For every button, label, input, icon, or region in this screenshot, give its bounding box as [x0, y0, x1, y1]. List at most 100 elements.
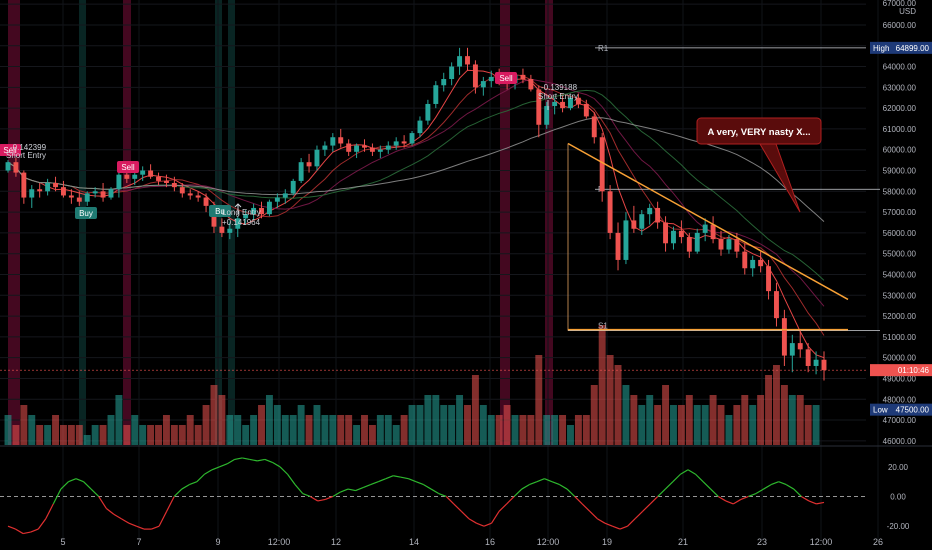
signal-band — [79, 0, 86, 445]
candle-body — [354, 145, 360, 152]
oscillator-segment — [559, 484, 568, 490]
candle-body — [425, 103, 431, 121]
oscillator-segment — [347, 488, 356, 492]
oscillator-segment — [710, 488, 719, 497]
volume-bar — [353, 425, 361, 445]
price-tick-label: 49000.00 — [883, 374, 917, 383]
last-price-badge — [870, 364, 932, 377]
oscillator-segment — [483, 522, 492, 527]
oscillator-segment — [498, 503, 508, 512]
oscillator-segment — [219, 463, 228, 468]
axis-top-tick-label: 67000.00 — [883, 0, 917, 8]
price-tick-label: 61000.00 — [883, 125, 917, 134]
volume-bar — [28, 415, 36, 445]
candle-body — [813, 359, 819, 366]
buy-tag-box[interactable] — [209, 205, 231, 217]
time-tick-label: 16 — [485, 537, 495, 547]
candle-body — [409, 133, 415, 144]
oscillator-segment — [151, 525, 160, 530]
oscillator-segment — [279, 466, 288, 475]
candle-body — [615, 232, 621, 260]
candle-body — [29, 189, 35, 198]
oscillator-segment — [249, 458, 258, 462]
trendline-descending[interactable] — [567, 142, 849, 301]
candle-body — [560, 101, 566, 109]
volume-bar — [392, 425, 400, 445]
oscillator-segment — [234, 457, 243, 461]
oscillator-segment — [808, 500, 817, 505]
candle-body — [758, 259, 764, 267]
volume-bar — [796, 395, 804, 445]
buy-tag-text: Buy — [79, 209, 93, 218]
candle-body — [568, 97, 573, 109]
oscillator-segment — [604, 522, 613, 527]
time-tick-label: 26 — [873, 537, 883, 547]
candle-body — [671, 230, 676, 244]
buy-tag-box[interactable] — [75, 207, 97, 219]
price-tick-label: 63000.00 — [883, 83, 917, 92]
oscillator-segment — [272, 461, 281, 468]
candle-body — [187, 193, 193, 196]
volume-bar — [773, 365, 780, 445]
candle-body — [655, 207, 661, 223]
candle-body — [734, 239, 740, 252]
oscillator-segment — [460, 510, 470, 520]
volume-bar — [329, 415, 337, 445]
oscillator-segment — [83, 481, 92, 490]
volume-bar — [162, 415, 170, 445]
candle-body — [480, 81, 486, 88]
candles — [5, 47, 827, 381]
candle-body — [92, 191, 98, 194]
oscillator-segment — [242, 457, 250, 461]
price-tick-label: 62000.00 — [883, 104, 917, 113]
moving-average-line — [7, 78, 825, 307]
oscillator-tick-label: 20.00 — [888, 463, 909, 472]
moving-average-lines — [7, 69, 825, 359]
oscillator-segment — [438, 492, 447, 498]
sell-tag-box[interactable] — [0, 144, 21, 156]
candle-body — [393, 141, 399, 146]
long-entry-text: Long Entry — [222, 208, 261, 217]
time-tick-label: 12:00 — [537, 537, 560, 547]
candle-body — [369, 147, 375, 152]
oscillator-segment — [181, 484, 190, 490]
volume-bar — [107, 415, 115, 445]
volume-bar — [582, 415, 590, 445]
candle-body — [219, 226, 225, 233]
price-tick-label: 50000.00 — [883, 354, 917, 363]
oscillator-segment — [816, 501, 825, 505]
volume-bar — [218, 395, 226, 445]
price-tick-label: 66000.00 — [883, 21, 917, 30]
price-tick-label: 51000.00 — [883, 333, 917, 342]
candle-body — [21, 172, 27, 198]
sell-tag-box[interactable] — [117, 161, 139, 173]
candle-body — [385, 145, 391, 150]
oscillator-segment — [642, 503, 651, 512]
sell-tag-box[interactable] — [495, 72, 517, 84]
volume-bar — [178, 425, 186, 445]
oscillator-segment — [30, 528, 39, 533]
callout-box[interactable] — [696, 117, 822, 145]
candle-body — [536, 89, 542, 125]
volume-bar — [701, 405, 709, 445]
oscillator-segment — [98, 496, 107, 509]
volume-bar — [543, 415, 551, 445]
high-badge-value: 64899.00 — [896, 44, 930, 53]
oscillator-segment — [672, 473, 681, 483]
candle-body — [821, 359, 827, 371]
oscillator-pane: 20.00 0.00 -20.00 — [0, 445, 932, 535]
volume-bar — [662, 385, 670, 445]
candle-body — [694, 232, 700, 252]
signal-band — [228, 0, 235, 445]
volume-bar — [765, 375, 773, 445]
candle-body — [290, 180, 296, 194]
long-value-text: +0.141964 — [222, 218, 261, 227]
price-tick-label: 60000.00 — [883, 146, 917, 155]
candle-body — [678, 230, 684, 238]
sell-tag-text: Sell — [121, 163, 135, 172]
candle-body — [298, 162, 304, 181]
candle-body — [647, 207, 653, 215]
oscillator-segment — [226, 458, 235, 465]
